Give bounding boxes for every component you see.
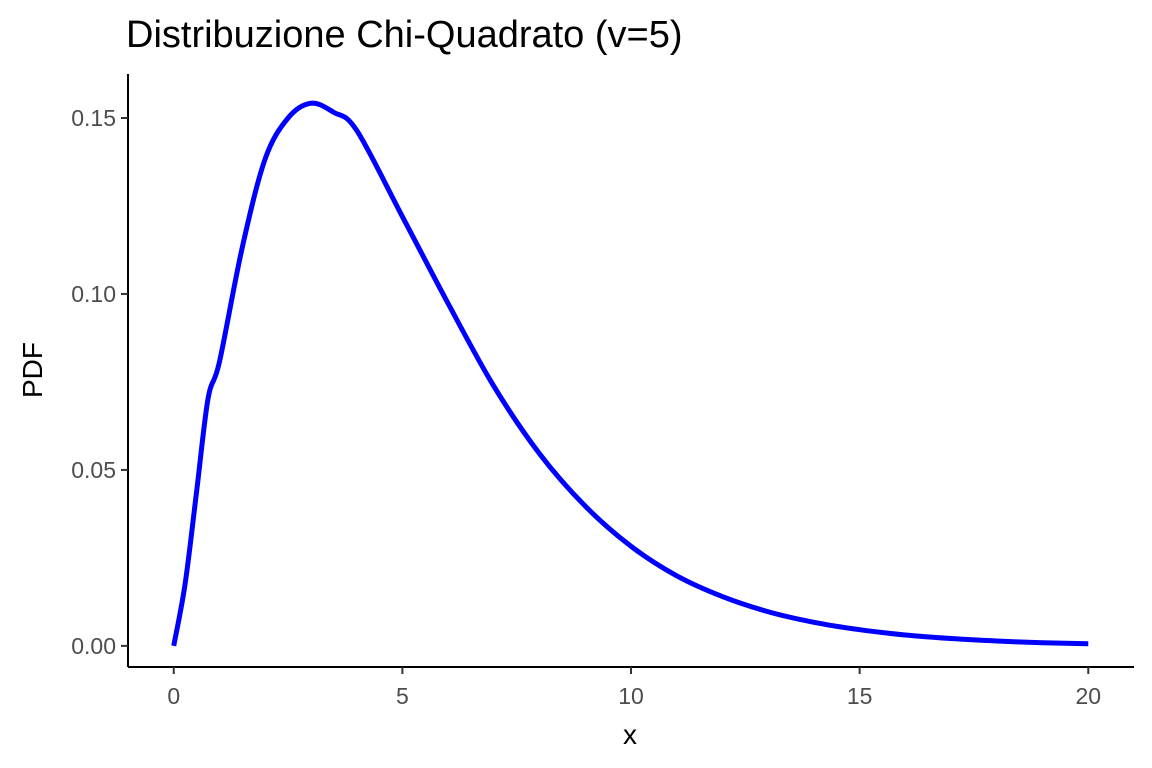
ticks: 0 5 10 15 20 0.00 0.05 0.10 0.15 (71, 105, 1101, 709)
series-layer (171, 100, 1089, 647)
x-tick-label: 5 (396, 683, 409, 709)
chart-title: Distribuzione Chi-Quadrato (v=5) (126, 14, 683, 56)
x-axis-title: x (623, 719, 637, 750)
axes (127, 74, 1134, 668)
y-tick-label: 0.10 (71, 281, 116, 307)
y-tick-label: 0.00 (71, 633, 116, 659)
x-tick-label: 20 (1075, 683, 1101, 709)
x-tick-label: 10 (618, 683, 644, 709)
y-tick-label: 0.15 (71, 105, 116, 131)
y-tick-label: 0.05 (71, 457, 116, 483)
pdf-curve (171, 100, 1089, 647)
x-tick-label: 0 (167, 683, 180, 709)
x-tick-label: 15 (847, 683, 873, 709)
y-axis-title: PDF (17, 342, 48, 398)
